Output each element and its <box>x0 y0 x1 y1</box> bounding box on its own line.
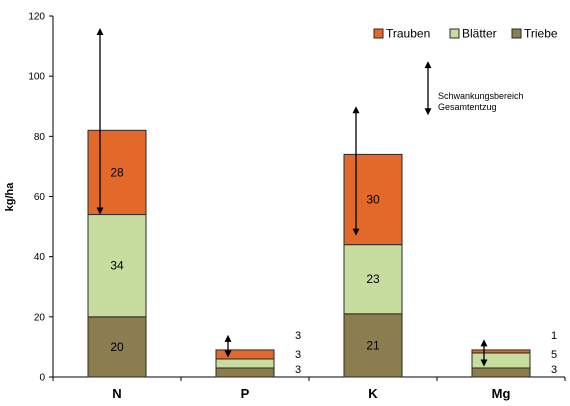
bar-segment <box>87 129 147 216</box>
y-tick-label: 120 <box>28 12 45 23</box>
range-arrow <box>352 106 360 236</box>
arrow-head-down <box>352 228 360 236</box>
annotation-text: Schwankungsbereich <box>438 91 524 101</box>
data-label: 3 <box>295 330 301 342</box>
data-label: 23 <box>366 272 380 286</box>
legend-swatch <box>373 28 384 39</box>
y-tick-label: 100 <box>28 72 45 83</box>
data-label: 28 <box>110 165 124 179</box>
bar-segment <box>343 313 403 378</box>
data-label: 1 <box>551 330 557 342</box>
data-label: 34 <box>110 259 124 273</box>
bars: 20 34 28 3 3 3 21 23 30 3 5 1 <box>87 129 557 378</box>
range-arrow <box>480 339 488 367</box>
legend-swatch <box>449 28 460 39</box>
y-tick-label: 80 <box>34 132 46 143</box>
legend: Trauben Blätter Triebe <box>373 27 558 41</box>
x-tick-label: N <box>112 386 121 401</box>
data-label: 3 <box>551 364 557 376</box>
y-axis-title: kg/ha <box>4 182 16 212</box>
bar-segment <box>471 352 531 369</box>
range-arrow <box>224 334 232 358</box>
range-arrows <box>96 28 488 367</box>
arrow-head-down <box>424 108 432 116</box>
x-tick-label: K <box>368 386 378 401</box>
y-tick-label: 0 <box>39 373 45 384</box>
y-tick-label: 60 <box>34 192 46 203</box>
y-tick-label: 20 <box>34 312 46 323</box>
legend-swatch <box>511 28 522 39</box>
bar-segment <box>343 153 403 246</box>
legend-label: Trauben <box>386 27 430 41</box>
bar-segment <box>343 244 403 315</box>
arrow-head-up <box>224 334 232 342</box>
bar-segment <box>87 214 147 318</box>
legend-arrow <box>424 61 432 116</box>
data-label: 5 <box>551 349 557 361</box>
arrow-head-up <box>352 106 360 114</box>
arrow-head-down <box>224 350 232 358</box>
y-tick-label: 40 <box>34 252 46 263</box>
data-label: 21 <box>366 338 380 352</box>
data-label: 20 <box>110 340 124 354</box>
bar-segment <box>215 349 275 360</box>
legend-label: Triebe <box>524 27 558 41</box>
bar-segment <box>215 367 275 378</box>
arrow-head-up <box>96 28 104 36</box>
arrow-head-up <box>424 61 432 69</box>
annotation-text: Gesamtentzug <box>438 102 497 112</box>
bar-segment <box>471 349 531 354</box>
range-arrow <box>96 28 104 215</box>
arrow-head-down <box>480 359 488 367</box>
data-label: 3 <box>295 349 301 361</box>
bar-segment <box>471 367 531 378</box>
x-tick-label: P <box>241 386 250 401</box>
arrow-head-up <box>480 339 488 347</box>
data-label: 30 <box>366 193 380 207</box>
x-tick-label: Mg <box>492 386 511 401</box>
legend-label: Blätter <box>462 27 497 41</box>
arrow-head-down <box>96 207 104 215</box>
data-label: 3 <box>295 364 301 376</box>
bar-segment <box>215 358 275 369</box>
